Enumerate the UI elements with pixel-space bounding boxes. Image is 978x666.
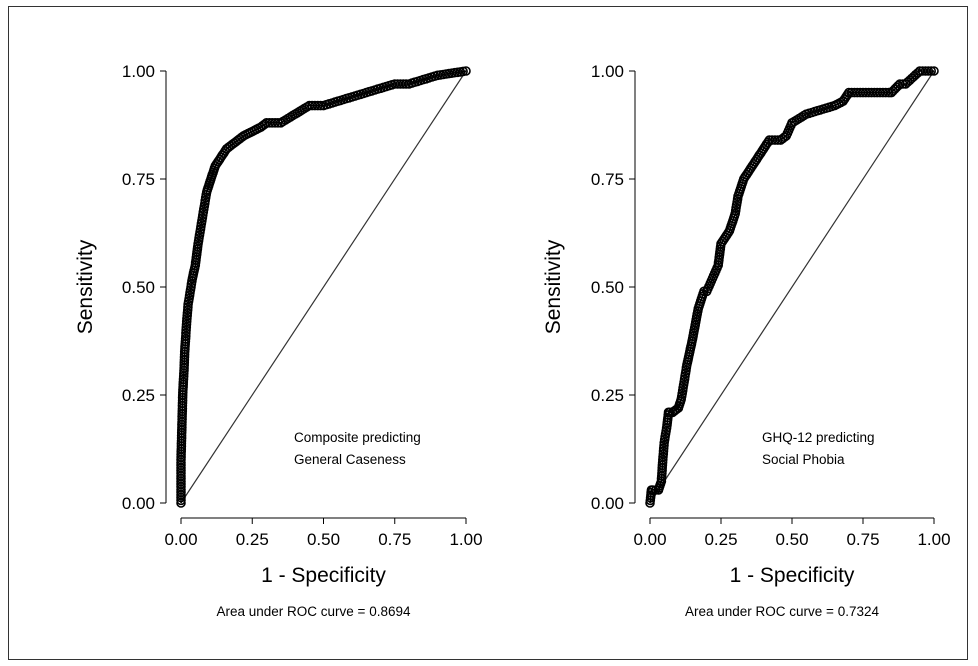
panel-1-y-tick-label: 0.25 (122, 386, 155, 405)
panel-1-roc-point (315, 100, 326, 111)
panel-2-y-tick-label: 0.75 (591, 170, 624, 189)
panel-1-roc-point (401, 79, 411, 89)
panel-1-x-tick-label: 0.25 (236, 530, 269, 549)
panel-2-roc-point (926, 66, 937, 76)
panel-2-reference-line (649, 70, 935, 504)
panel-1-y-tick-label: 0.00 (122, 494, 155, 513)
panel-1-x-tick-label: 0.50 (307, 530, 340, 549)
panel-2-x-tick-label: 1.00 (917, 530, 950, 549)
panel-1-x-tick-label: 0.75 (378, 530, 411, 549)
panel-2-x-tick-label: 0.25 (704, 530, 737, 549)
panel-1-auc-caption: Area under ROC curve = 0.8694 (217, 604, 411, 619)
panel-2-roc-point (647, 485, 658, 495)
panel-2-y-axis-title: Sensitivity (542, 239, 565, 334)
panel-1-annotation-line-2: General Caseness (294, 452, 406, 467)
panel-2-x-tick-label: 0.00 (633, 530, 666, 549)
panel-1-roc-point (461, 66, 471, 76)
panel-2-roc-point (929, 66, 939, 76)
panel-2-auc-caption: Area under ROC curve = 0.7324 (685, 604, 879, 619)
panel-2-x-tick-label: 0.50 (775, 530, 808, 549)
panel-2-y-tick-label: 0.50 (591, 278, 624, 297)
panel-1-y-tick-label: 1.00 (122, 62, 155, 81)
panel-1-reference-line (180, 70, 467, 504)
panel-2-y-tick-label: 0.25 (591, 386, 624, 405)
panel-1-annotation-line-1: Composite predicting (294, 430, 421, 445)
panel-1-y-axis-title: Sensitivity (74, 239, 97, 334)
panel-1-x-tick-label: 0.00 (164, 530, 197, 549)
panel-1-y-tick-label: 0.75 (122, 170, 155, 189)
panel-2-roc-point (923, 66, 934, 76)
panel-2-x-axis-title: 1 - Specificity (730, 564, 855, 587)
panel-1-x-axis-title: 1 - Specificity (261, 564, 386, 587)
panel-2-y-tick-label: 1.00 (591, 62, 624, 81)
panel-2-y-tick-label: 0.00 (591, 494, 624, 513)
panel-2-x-tick-label: 0.75 (846, 530, 879, 549)
panel-1-x-tick-label: 1.00 (449, 530, 482, 549)
panel-2-annotation-line-2: Social Phobia (762, 452, 845, 467)
panel-1-y-tick-label: 0.50 (122, 278, 155, 297)
panel-2-annotation-line-1: GHQ-12 predicting (762, 430, 875, 445)
